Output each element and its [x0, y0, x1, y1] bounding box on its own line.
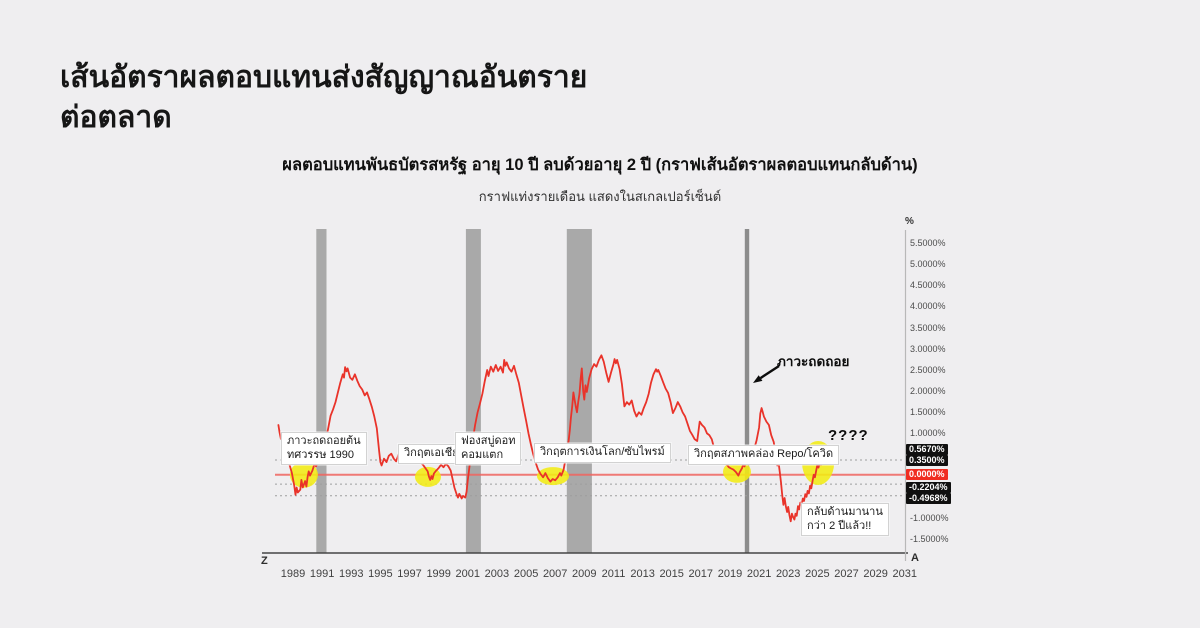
- x-tick-label: 2029: [863, 568, 888, 580]
- y-tick-label: -1.0000%: [910, 512, 949, 523]
- inversion-highlight: [537, 467, 569, 486]
- y-tick-label: 3.5000%: [910, 322, 946, 333]
- inversion-highlight: [289, 461, 318, 488]
- annotation-box: กลับด้านมานาน กว่า 2 ปีแล้ว!!: [801, 503, 889, 536]
- axis-corner-letter-right: A: [911, 552, 919, 564]
- chart-title: ผลตอบแทนพันธบัตรสหรัฐ อายุ 10 ปี ลบด้วยอ…: [282, 156, 918, 174]
- y-tick-label: 1.0000%: [910, 428, 946, 439]
- x-tick-label: 2017: [688, 568, 714, 580]
- y-tick-label: 5.0000%: [910, 259, 946, 270]
- recession-arrow-line: [759, 364, 780, 380]
- x-tick-label: 2027: [834, 568, 859, 580]
- annotation-box: ฟองสบู่ดอท คอมแตก: [455, 432, 522, 465]
- axis-corner-letter-left: Z: [261, 555, 268, 567]
- annotation-box: วิกฤตเอเชีย: [398, 444, 465, 464]
- question-marks-callout: ????: [828, 427, 869, 444]
- y-tick-label: 2.5000%: [910, 364, 946, 375]
- x-tick-label: 2019: [717, 568, 743, 580]
- recession-band: [316, 229, 327, 553]
- x-tick-label: 2013: [630, 568, 655, 580]
- y-tick-label: 1.5000%: [910, 406, 946, 417]
- x-tick-label: 1993: [339, 568, 364, 580]
- x-tick-label: 1991: [309, 568, 335, 580]
- x-tick-label: 2001: [455, 568, 481, 580]
- annotation-box: วิกฤตสภาพคล่อง Repo/โควิด: [688, 445, 840, 465]
- x-tick-label: 2015: [659, 568, 684, 580]
- x-tick-label: 2005: [513, 568, 539, 580]
- x-tick-label: 2021: [746, 568, 772, 580]
- page-title: เส้นอัตราผลตอบแทนส่งสัญญาณอันตราย ต่อตลา…: [60, 61, 588, 134]
- price-label: -0.4968%: [906, 493, 951, 505]
- x-tick-label: 1997: [397, 568, 422, 580]
- x-tick-label: 2025: [805, 568, 830, 580]
- y-tick-label: 3.0000%: [910, 343, 946, 354]
- chart-subtitle: กราฟแท่งรายเดือน แสดงในสเกลเปอร์เซ็นต์: [478, 189, 722, 204]
- x-tick-label: 2031: [892, 568, 918, 580]
- spread-series-line: [277, 354, 828, 523]
- y-tick-label: 4.5000%: [910, 280, 946, 291]
- y-axis-unit-label: %: [905, 216, 914, 227]
- price-label: -0.2204%: [906, 481, 951, 493]
- annotation-box: ภาวะถดถอยต้น ทศวรรษ 1990: [281, 432, 367, 465]
- recession-band: [744, 229, 750, 553]
- recession-arrow-label: ภาวะถดถอย: [777, 354, 850, 369]
- x-tick-label: 2011: [601, 568, 626, 580]
- y-tick-label: 5.5000%: [910, 238, 946, 248]
- annotation-box: วิกฤตการเงินโลก/ซับไพรม์: [534, 443, 671, 463]
- x-tick-label: 2009: [572, 568, 597, 580]
- x-tick-label: 2003: [484, 568, 510, 580]
- x-tick-label: 1995: [368, 568, 393, 580]
- x-tick-label: 1989: [280, 568, 306, 580]
- y-tick-label: 4.0000%: [910, 301, 946, 312]
- price-label: 0.3500%: [906, 454, 948, 466]
- x-tick-label: 1999: [426, 568, 451, 580]
- y-tick-label: 2.0000%: [910, 385, 946, 396]
- x-tick-label: 2007: [542, 568, 568, 580]
- recession-band: [465, 229, 481, 553]
- zero-price-label: 0.0000%: [906, 469, 948, 481]
- recession-arrow-head: [753, 375, 763, 383]
- price-label: 0.5670%: [906, 444, 948, 456]
- y-tick-label: -1.5000%: [910, 533, 949, 544]
- x-tick-label: 2023: [775, 568, 801, 580]
